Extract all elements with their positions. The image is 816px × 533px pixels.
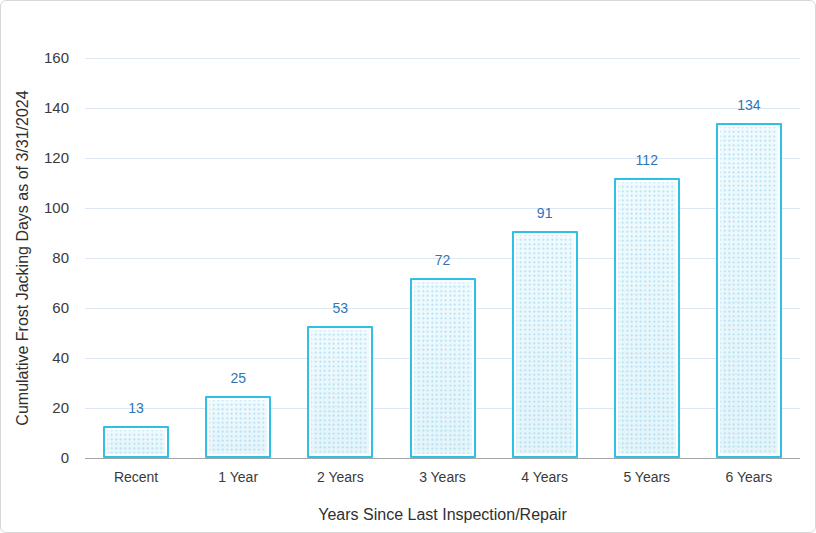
y-tick-label: 20 <box>1 398 69 418</box>
bar-value-label: 25 <box>187 368 289 388</box>
y-tick-label: 80 <box>1 248 69 268</box>
y-tick-label: 140 <box>1 98 69 118</box>
x-tick-label: 6 Years <box>698 467 800 487</box>
bar-value-label: 13 <box>85 398 187 418</box>
bar-value-label: 72 <box>391 250 493 270</box>
bar-value-label: 134 <box>698 95 800 115</box>
bar-value-label: 112 <box>596 150 698 170</box>
y-tick-label: 40 <box>1 348 69 368</box>
bar-2-years <box>307 326 373 459</box>
x-tick-label: 4 Years <box>494 467 596 487</box>
x-tick-label: 2 Years <box>289 467 391 487</box>
x-tick-label: Recent <box>85 467 187 487</box>
y-tick-label: 160 <box>1 48 69 68</box>
y-tick-label: 60 <box>1 298 69 318</box>
bar-value-label: 91 <box>494 203 596 223</box>
bar-3-years <box>410 278 476 458</box>
bar-5-years <box>614 178 680 458</box>
y-tick-label: 0 <box>1 448 69 468</box>
y-tick-label: 120 <box>1 148 69 168</box>
x-axis-title: Years Since Last Inspection/Repair <box>85 504 800 526</box>
plot-area: 0 20 40 60 80 100 120 140 160 13 Recent 25 1 Year 53 2… <box>1 1 815 532</box>
bar-4-years <box>512 231 578 459</box>
gridline <box>85 208 800 209</box>
gridline <box>85 108 800 109</box>
x-tick-label: 5 Years <box>596 467 698 487</box>
bar-value-label: 53 <box>289 298 391 318</box>
chart-card: Cumulative Frost Jacking Days as of 3/31… <box>0 0 816 533</box>
y-tick-label: 100 <box>1 198 69 218</box>
gridline <box>85 58 800 59</box>
x-tick-label: 1 Year <box>187 467 289 487</box>
bar-6-years <box>716 123 782 458</box>
x-tick-label: 3 Years <box>391 467 493 487</box>
bar-1-year <box>205 396 271 459</box>
bar-recent <box>103 426 169 459</box>
